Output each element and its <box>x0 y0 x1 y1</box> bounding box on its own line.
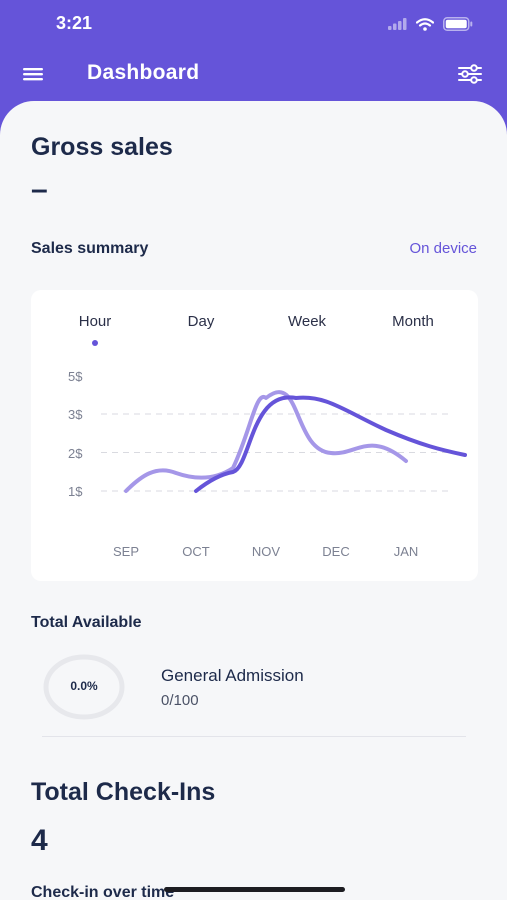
y-tick-label: 2$ <box>68 446 83 461</box>
status-bar: 3:21 <box>0 0 507 48</box>
content-sheet: Gross sales – Sales summary On device Ho… <box>0 101 507 900</box>
total-available-heading: Total Available <box>31 614 142 631</box>
tab-week[interactable]: Week <box>287 313 327 330</box>
series-line-2 <box>194 395 467 493</box>
battery-icon <box>443 17 473 31</box>
x-tick-label: SEP <box>113 544 139 559</box>
check-ins-value: 4 <box>31 824 48 857</box>
page-title: Dashboard <box>87 61 200 84</box>
y-tick-label: 5$ <box>68 369 83 384</box>
status-icons <box>388 14 473 34</box>
series-line-1 <box>124 390 408 493</box>
selected-tab-indicator <box>92 340 98 346</box>
section-divider <box>42 736 466 737</box>
x-tick-label: JAN <box>394 544 419 559</box>
menu-button[interactable] <box>22 64 46 84</box>
tab-day[interactable]: Day <box>187 313 215 330</box>
on-device-link[interactable]: On device <box>409 240 477 257</box>
availability-percent: 0.0% <box>70 679 98 693</box>
tab-hour[interactable]: Hour <box>78 313 112 330</box>
wifi-icon <box>416 17 434 31</box>
status-time: 3:21 <box>56 13 93 33</box>
gross-sales-value: – <box>31 173 48 206</box>
x-tick-label: OCT <box>182 544 210 559</box>
check-ins-heading: Total Check-Ins <box>31 778 216 806</box>
check-in-over-time-heading: Check-in over time <box>31 884 175 900</box>
sales-chart-card: Hour Day Week Month 5$ 3$ 2$ 1$ SEP OCT NOV DEC… <box>31 290 478 581</box>
app-bar: Dashboard <box>0 48 507 100</box>
menu-icon <box>23 68 43 81</box>
tab-month[interactable]: Month <box>392 313 434 330</box>
y-tick-label: 1$ <box>68 484 83 499</box>
sales-line-chart: 5$ 3$ 2$ 1$ SEP OCT NOV DEC JAN <box>68 369 467 559</box>
cellular-signal-icon <box>388 18 407 30</box>
filter-icon <box>458 64 482 84</box>
sales-summary-label: Sales summary <box>31 240 149 257</box>
gross-sales-heading: Gross sales <box>31 133 173 161</box>
ticket-type-count: 0/100 <box>161 692 199 709</box>
availability-progress-ring <box>43 654 125 720</box>
home-indicator <box>164 887 345 892</box>
y-tick-label: 3$ <box>68 407 83 422</box>
ticket-type-name: General Admission <box>161 666 304 685</box>
filter-button[interactable] <box>457 62 483 86</box>
x-tick-label: DEC <box>322 544 349 559</box>
x-tick-label: NOV <box>252 544 281 559</box>
